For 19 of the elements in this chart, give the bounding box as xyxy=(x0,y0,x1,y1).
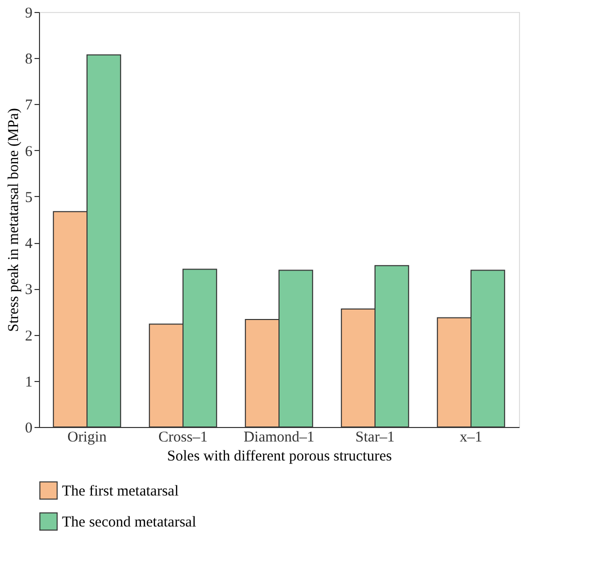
x-tick-label: Origin xyxy=(67,430,108,446)
x-tick-label: Cross–1 xyxy=(158,430,208,446)
legend-label: The second metatarsal xyxy=(62,514,196,530)
y-tick-label: 9 xyxy=(25,6,32,22)
y-tick-label: 7 xyxy=(25,98,33,114)
x-tick-label: x–1 xyxy=(460,430,482,446)
y-tick-label: 3 xyxy=(25,282,32,298)
y-tick-label: 6 xyxy=(25,144,33,160)
y-tick-label: 1 xyxy=(25,374,32,390)
x-tick-label: Diamond–1 xyxy=(244,430,314,446)
y-tick-label: 4 xyxy=(25,236,33,252)
y-tick-label: 0 xyxy=(25,420,32,436)
legend-label: The first metatarsal xyxy=(62,484,179,500)
x-axis-title: Soles with different porous structures xyxy=(167,448,392,464)
y-tick-label: 2 xyxy=(25,328,32,344)
y-axis-title: Stress peak in metatarsal bone (MPa) xyxy=(6,108,22,332)
y-tick-label: 8 xyxy=(25,52,32,68)
x-tick-label: Star–1 xyxy=(355,430,395,446)
y-tick-label: 5 xyxy=(25,190,32,206)
